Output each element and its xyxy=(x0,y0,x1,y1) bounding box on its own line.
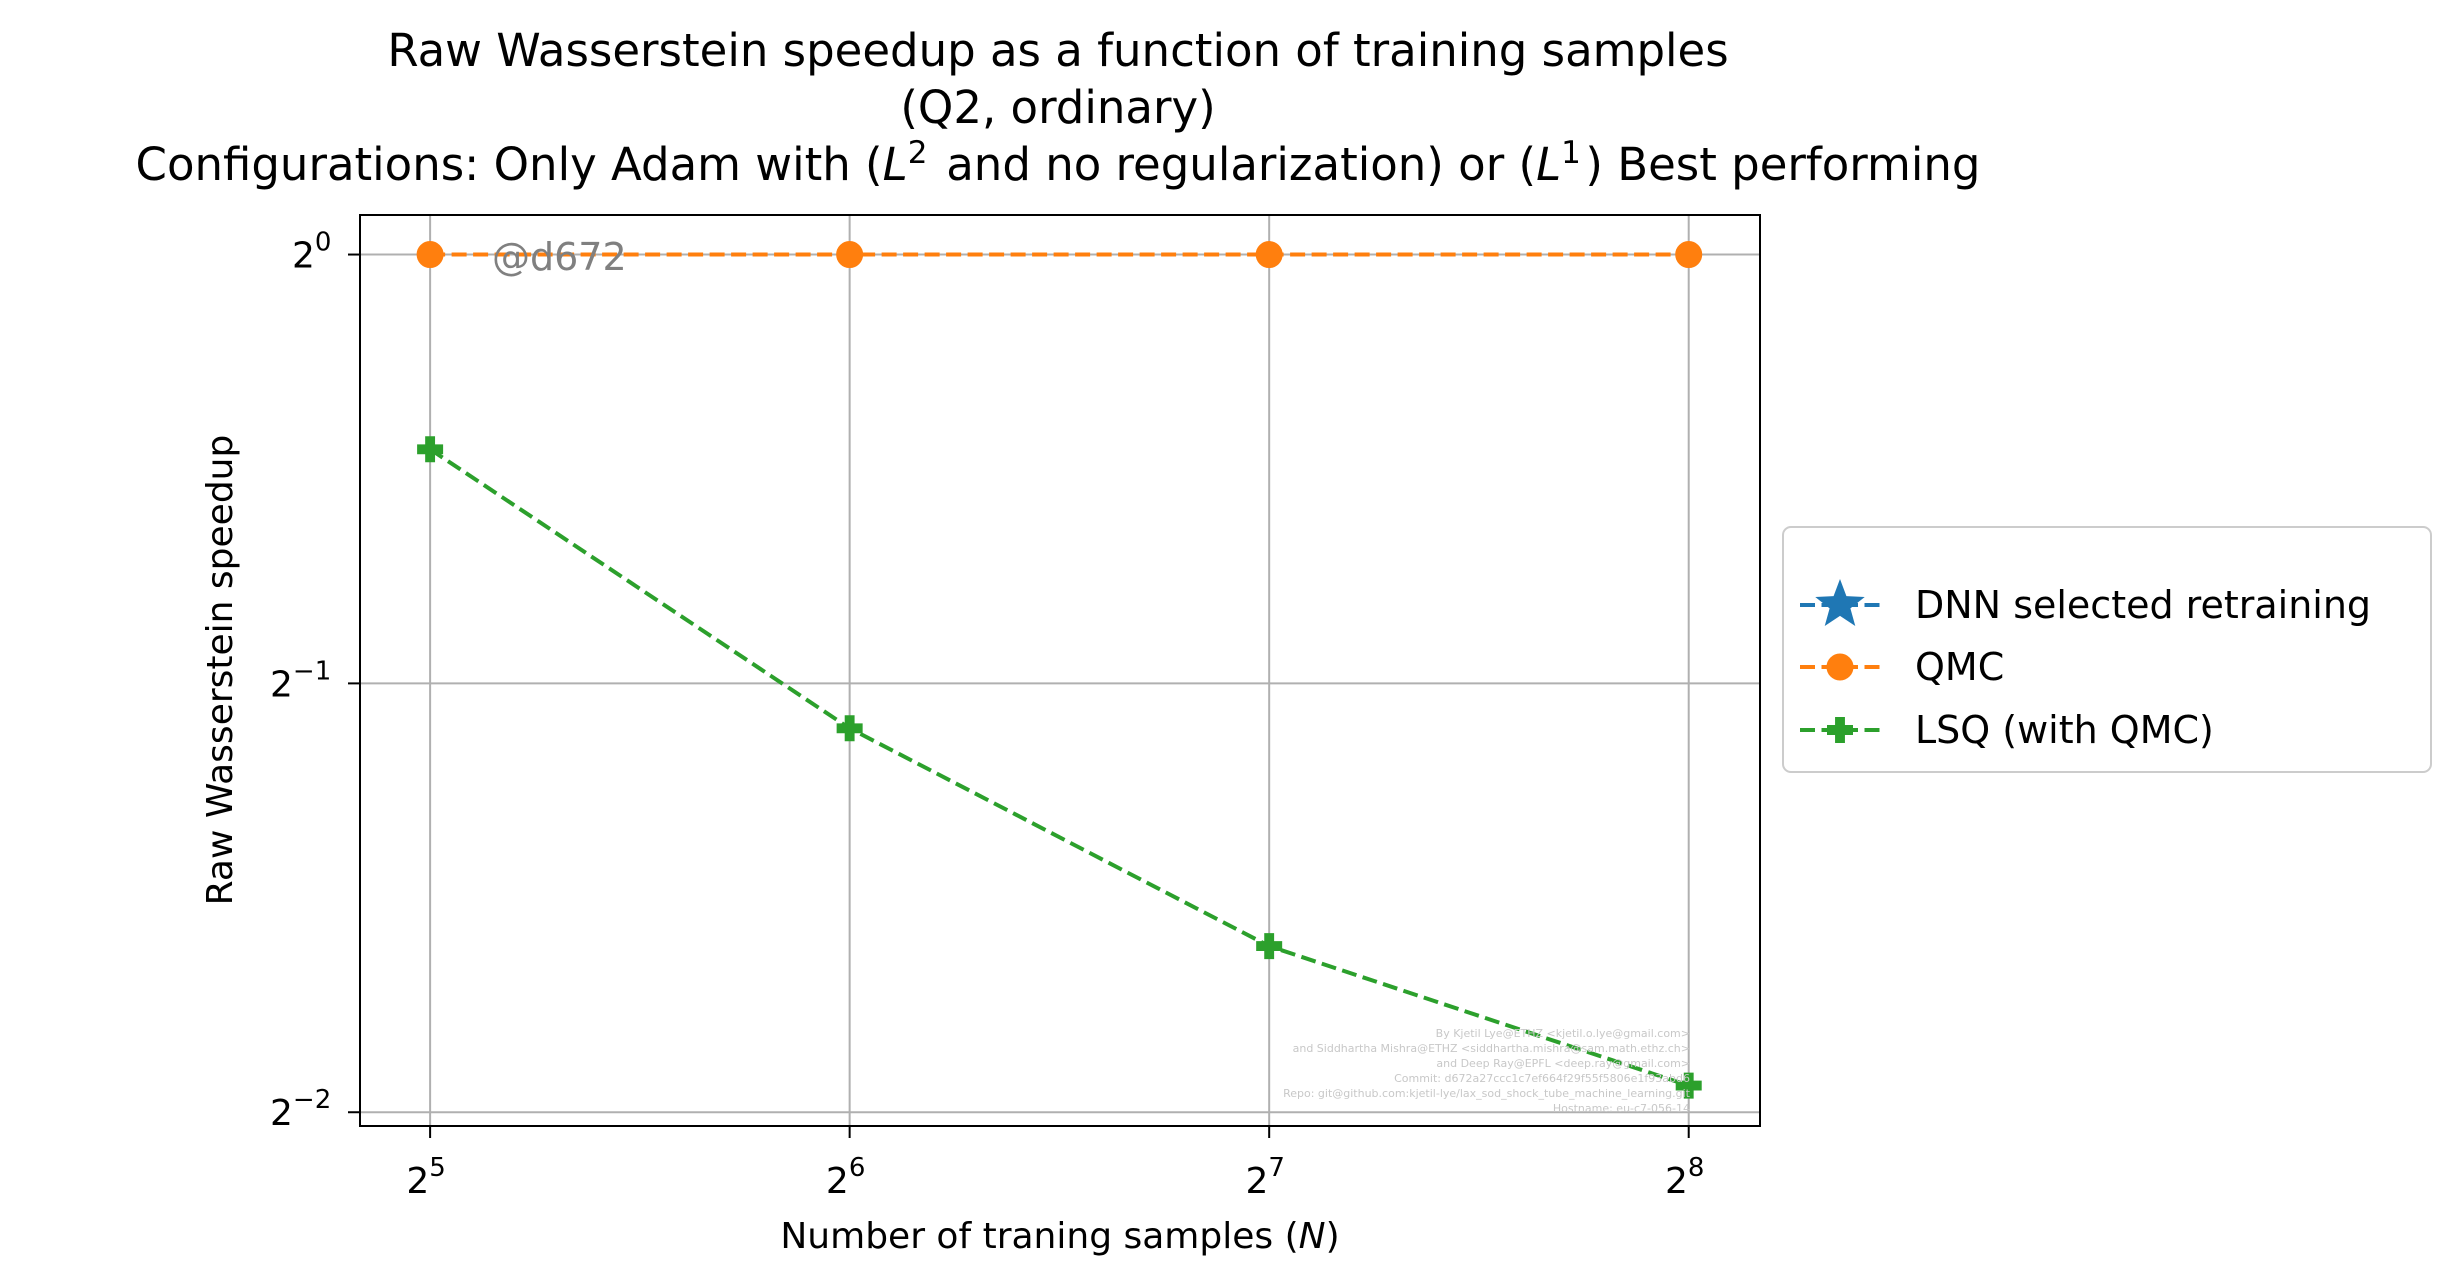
y-tick-label: 20 xyxy=(292,228,331,277)
plot-area xyxy=(360,215,1760,1126)
data-point xyxy=(1256,933,1283,960)
credit-line: and Deep Ray@EPFL <deep.ray@gmail.com> xyxy=(1436,1057,1690,1070)
x-tick-label: 28 xyxy=(1665,1153,1704,1202)
title-line-2: (Q2, ordinary) xyxy=(900,81,1215,134)
credit-line: Hostname: eu-c7-056-14 xyxy=(1553,1102,1690,1115)
plot-frame xyxy=(359,214,1761,1127)
legend-marker xyxy=(1815,579,1865,627)
data-point xyxy=(417,436,444,463)
chart-title: Raw Wasserstein speedup as a function of… xyxy=(136,24,1981,191)
x-tick-label: 27 xyxy=(1245,1153,1284,1202)
title-line-3: Configurations: Only Adam with (L2 and n… xyxy=(136,135,1981,191)
data-point xyxy=(836,715,863,742)
credit-line: Commit: d672a27ccc1c7ef664f29f55f5806e1f… xyxy=(1394,1072,1690,1085)
legend-entries: DNN selected retraining QMC LSQ (with QMC) xyxy=(1800,579,2371,752)
legend-label: LSQ (with QMC) xyxy=(1915,708,2214,752)
legend-box xyxy=(1782,526,2432,773)
legend-item: LSQ (with QMC) xyxy=(1800,708,2214,752)
series-layer xyxy=(416,241,1703,1099)
legend-label: QMC xyxy=(1915,645,2004,689)
credit-line: and Siddhartha Mishra@ETHZ <siddhartha.m… xyxy=(1293,1042,1690,1055)
legend-marker xyxy=(1827,717,1853,743)
y-ticks: 2−2 2−1 20 xyxy=(270,228,360,1134)
credit-line: By Kjetil Lye@ETHZ <kjetil.o.lye@gmail.c… xyxy=(1436,1027,1690,1040)
title-line-1: Raw Wasserstein speedup as a function of… xyxy=(387,24,1728,77)
data-point xyxy=(1255,241,1283,269)
x-tick-label: 25 xyxy=(406,1153,445,1202)
credit-line: Repo: git@github.com:kjetil-lye/lax_sod_… xyxy=(1283,1087,1691,1100)
legend-label: DNN selected retraining xyxy=(1915,583,2371,627)
watermark: @d672 xyxy=(492,235,627,279)
x-tick-label: 26 xyxy=(826,1153,865,1202)
legend-marker xyxy=(1826,653,1854,681)
y-tick-label: 2−2 xyxy=(270,1085,331,1134)
credits: By Kjetil Lye@ETHZ <kjetil.o.lye@gmail.c… xyxy=(1283,1027,1691,1115)
legend-item: DNN selected retraining xyxy=(1800,579,2371,627)
x-ticks: 25 26 27 28 xyxy=(406,1126,1704,1202)
series-line xyxy=(429,447,1690,1088)
data-point xyxy=(416,241,444,269)
legend: DNN selected retraining QMC LSQ (with QMC) xyxy=(1782,526,2432,773)
data-point xyxy=(1675,1072,1702,1099)
data-point xyxy=(836,241,864,269)
y-tick-label: 2−1 xyxy=(270,656,331,705)
x-axis-label: Number of traning samples (N) xyxy=(780,1216,1339,1257)
data-point xyxy=(1675,241,1703,269)
legend-item: QMC xyxy=(1800,645,2004,689)
y-axis-label: Raw Wasserstein speedup xyxy=(200,435,241,906)
